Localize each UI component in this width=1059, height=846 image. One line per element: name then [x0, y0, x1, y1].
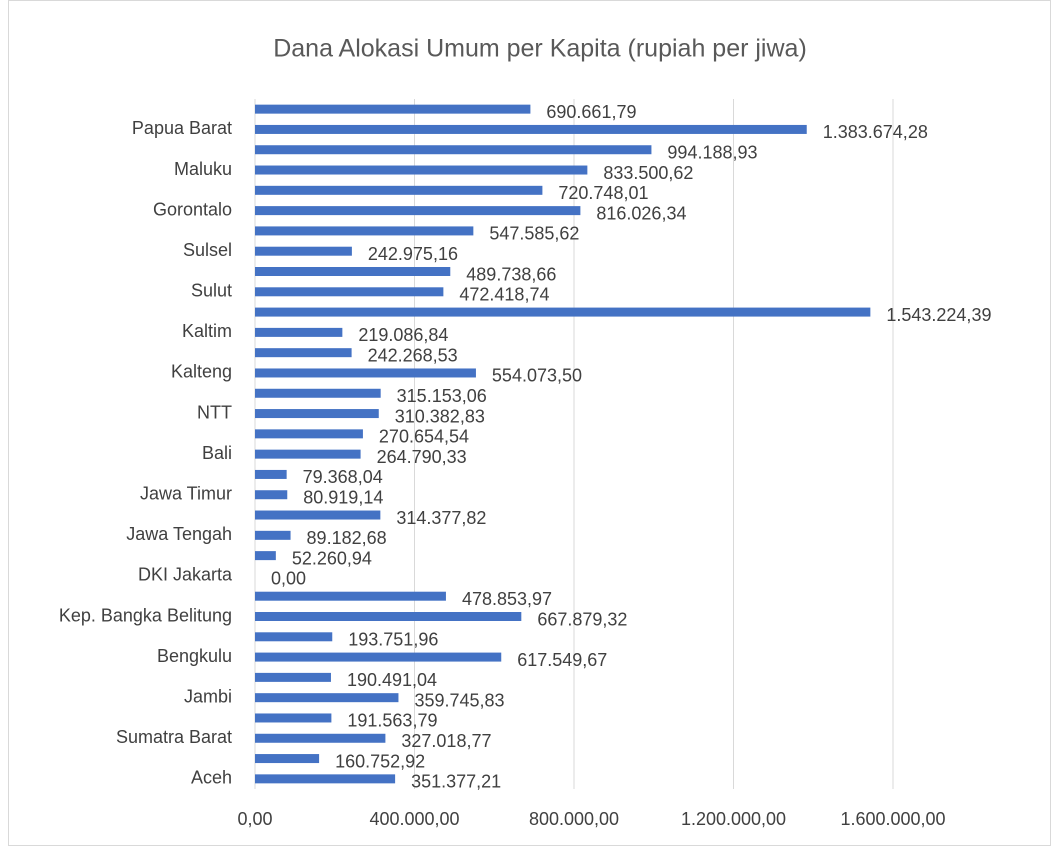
- y-tick-label: Jawa Tengah: [126, 524, 232, 544]
- y-tick-label: Maluku: [174, 159, 232, 179]
- data-label: 489.738,66: [466, 264, 556, 284]
- y-tick-label: Bali: [202, 443, 232, 463]
- data-label: 0,00: [271, 569, 306, 589]
- data-label: 472.418,74: [459, 285, 549, 305]
- data-label: 160.752,92: [335, 751, 425, 771]
- data-label: 79.368,04: [303, 467, 383, 487]
- chart-border: [8, 0, 1051, 846]
- data-label: 547.585,62: [489, 224, 579, 244]
- bar: [255, 368, 476, 378]
- y-tick-label: Kep. Bangka Belitung: [59, 605, 232, 625]
- data-label: 190.491,04: [347, 670, 437, 690]
- x-tick-label: 0,00: [237, 809, 272, 829]
- y-tick-label: Papua Barat: [132, 118, 232, 138]
- data-label: 816.026,34: [596, 203, 686, 223]
- bar: [255, 733, 386, 743]
- bar: [255, 530, 291, 540]
- data-label: 833.500,62: [603, 163, 693, 183]
- bar: [255, 388, 381, 398]
- data-label: 667.879,32: [537, 609, 627, 629]
- y-tick-label: Sulsel: [183, 240, 232, 260]
- data-label: 264.790,33: [377, 447, 467, 467]
- bar: [255, 429, 363, 439]
- y-tick-label: Gorontalo: [153, 199, 232, 219]
- data-label: 554.073,50: [492, 366, 582, 386]
- data-label: 310.382,83: [395, 406, 485, 426]
- data-label: 193.751,96: [348, 630, 438, 650]
- data-label: 351.377,21: [411, 772, 501, 792]
- x-tick-label: 400.000,00: [369, 809, 459, 829]
- bar: [255, 185, 543, 195]
- bar: [255, 104, 531, 114]
- y-tick-label: DKI Jakarta: [138, 565, 233, 585]
- y-tick-label: NTT: [197, 402, 232, 422]
- data-label: 242.268,53: [368, 345, 458, 365]
- data-label: 219.086,84: [358, 325, 448, 345]
- data-label: 720.748,01: [558, 183, 648, 203]
- data-label: 270.654,54: [379, 427, 469, 447]
- data-label: 191.563,79: [347, 711, 437, 731]
- data-label: 617.549,67: [517, 650, 607, 670]
- bar: [255, 754, 320, 764]
- bar: [255, 774, 396, 784]
- y-tick-label: Jawa Timur: [140, 483, 232, 503]
- bar: [255, 145, 652, 155]
- bar: [255, 409, 379, 419]
- data-label: 1.383.674,28: [823, 122, 928, 142]
- bar: [255, 246, 352, 256]
- data-label: 994.188,93: [667, 142, 757, 162]
- y-tick-label: Sulut: [191, 281, 232, 301]
- data-label: 478.853,97: [462, 589, 552, 609]
- data-label: 80.919,14: [303, 487, 383, 507]
- bar: [255, 469, 287, 479]
- bar: [255, 652, 502, 662]
- bar: [255, 307, 871, 317]
- data-label: 327.018,77: [401, 731, 491, 751]
- y-tick-label: Kalteng: [171, 362, 232, 382]
- data-label: 359.745,83: [414, 690, 504, 710]
- bar: [255, 165, 588, 175]
- bar: [255, 124, 807, 134]
- data-label: 314.377,82: [396, 508, 486, 528]
- bar: [255, 612, 522, 621]
- bar: [255, 287, 444, 297]
- x-tick-label: 1.200.000,00: [681, 809, 786, 829]
- y-tick-label: Jambi: [184, 686, 232, 706]
- bar: [255, 206, 581, 216]
- bar: [255, 672, 331, 682]
- data-label: 242.975,16: [368, 244, 458, 264]
- bar: [255, 490, 288, 500]
- y-tick-label: Bengkulu: [157, 646, 232, 666]
- data-label: 52.260,94: [292, 548, 372, 568]
- bar: [255, 632, 333, 642]
- bar: [255, 693, 399, 703]
- x-tick-label: 800.000,00: [529, 809, 619, 829]
- data-label: 690.661,79: [546, 102, 636, 122]
- bar: [255, 591, 446, 601]
- y-tick-label: Kaltim: [182, 321, 232, 341]
- bar: [255, 327, 343, 337]
- y-tick-label: Sumatra Barat: [116, 727, 232, 747]
- bar: [255, 267, 451, 276]
- x-tick-label: 1.600.000,00: [840, 809, 945, 829]
- data-label: 315.153,06: [397, 386, 487, 406]
- bar: [255, 713, 332, 723]
- bar: [255, 348, 352, 358]
- bar: [255, 226, 474, 236]
- bar: [255, 551, 276, 561]
- y-tick-label: Aceh: [191, 768, 232, 788]
- bar: [255, 449, 361, 459]
- bar: [255, 510, 381, 520]
- data-label: 89.182,68: [307, 528, 387, 548]
- data-label: 1.543.224,39: [886, 305, 991, 325]
- chart-title: Dana Alokasi Umum per Kapita (rupiah per…: [273, 35, 807, 63]
